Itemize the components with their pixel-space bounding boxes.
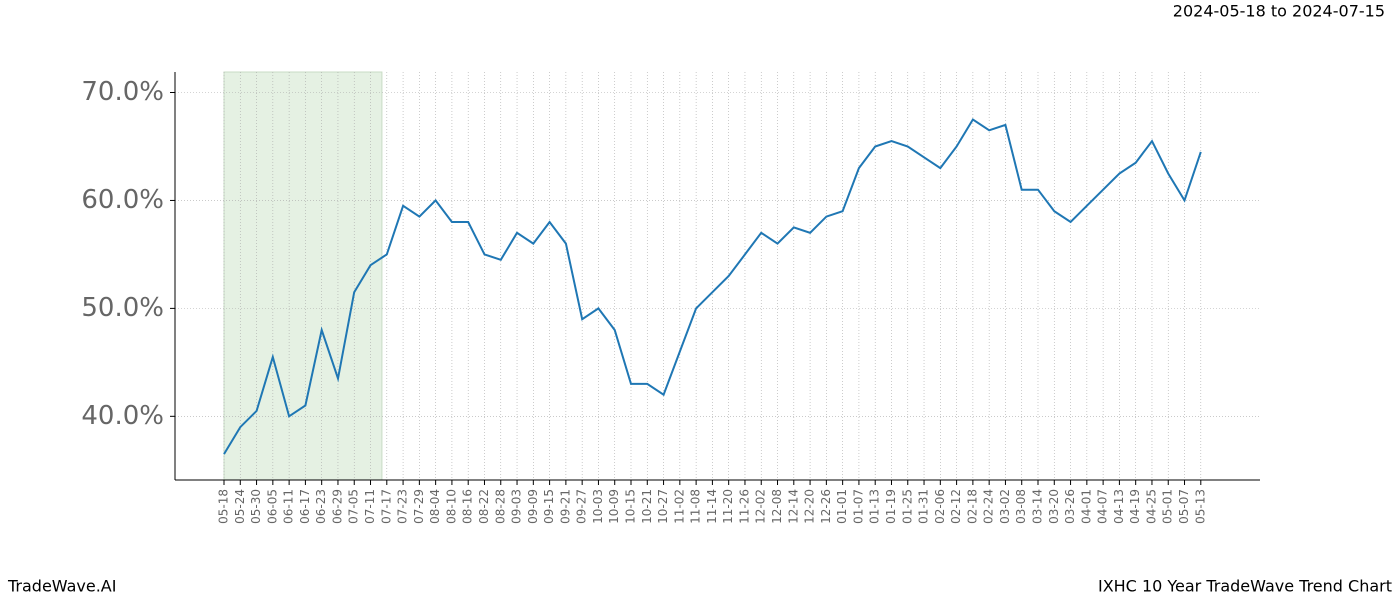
x-tick-label: 03-14 — [1031, 489, 1045, 524]
x-tick-label: 06-05 — [265, 489, 279, 524]
x-tick-label: 07-17 — [379, 489, 393, 524]
x-tick-label: 10-03 — [591, 489, 605, 524]
trend-line — [223, 118, 1202, 455]
y-tick-label: 40.0% — [81, 401, 164, 431]
x-tick-label: 10-09 — [607, 489, 621, 524]
x-tick-label: 07-05 — [347, 489, 361, 524]
x-tick-label: 07-11 — [363, 489, 377, 524]
x-tick-label: 08-22 — [477, 489, 491, 524]
x-tick-label: 04-13 — [1112, 489, 1126, 524]
x-tick-label: 03-08 — [1014, 489, 1028, 524]
x-tick-label: 11-02 — [672, 489, 686, 524]
x-tick-label: 11-20 — [721, 489, 735, 524]
x-tick-label: 05-13 — [1193, 489, 1207, 524]
x-tick-label: 05-18 — [217, 489, 231, 524]
x-tick-label: 10-27 — [656, 489, 670, 524]
x-tick-label: 01-19 — [884, 489, 898, 524]
x-tick-label: 09-15 — [542, 489, 556, 524]
x-tick-label: 02-06 — [933, 489, 947, 524]
x-tick-label: 04-07 — [1096, 489, 1110, 524]
y-tick-label: 60.0% — [81, 185, 164, 215]
x-tick-label: 09-21 — [558, 489, 572, 524]
x-tick-label: 11-08 — [689, 489, 703, 524]
x-tick-label: 01-01 — [835, 489, 849, 524]
x-tick-label: 06-23 — [314, 489, 328, 524]
x-tick-label: 12-02 — [754, 489, 768, 524]
x-tick-label: 06-17 — [298, 489, 312, 524]
x-tick-label: 05-30 — [249, 489, 263, 524]
x-tick-label: 04-01 — [1079, 489, 1093, 524]
x-tick-label: 12-20 — [803, 489, 817, 524]
x-tick-label: 03-26 — [1063, 489, 1077, 524]
x-tick-label: 08-28 — [493, 489, 507, 524]
x-tick-label: 12-08 — [770, 489, 784, 524]
x-tick-label: 10-21 — [640, 489, 654, 524]
x-tick-label: 11-26 — [737, 489, 751, 524]
x-tick-label: 03-02 — [998, 489, 1012, 524]
x-tick-label: 10-15 — [624, 489, 638, 524]
y-tick-label: 70.0% — [81, 77, 164, 107]
x-tick-label: 12-14 — [786, 489, 800, 524]
y-tick-label: 50.0% — [81, 293, 164, 323]
x-tick-label: 08-16 — [461, 489, 475, 524]
highlight-band — [223, 71, 383, 481]
x-tick-label: 09-03 — [510, 489, 524, 524]
x-tick-label: 11-14 — [705, 489, 719, 524]
x-tick-label: 02-18 — [965, 489, 979, 524]
x-tick-label: 05-01 — [1161, 489, 1175, 524]
x-tick-label: 04-19 — [1128, 489, 1142, 524]
x-tick-label: 05-24 — [233, 489, 247, 524]
x-tick-label: 02-12 — [949, 489, 963, 524]
x-tick-label: 05-07 — [1177, 489, 1191, 524]
chart-title: IXHC 10 Year TradeWave Trend Chart — [1098, 577, 1392, 596]
brand: TradeWave.AI — [7, 577, 116, 596]
x-tick-label: 09-09 — [526, 489, 540, 524]
x-tick-label: 03-20 — [1047, 489, 1061, 524]
chart-subtitle: 2024-05-18 to 2024-07-15 — [1173, 2, 1385, 21]
x-tick-label: 01-07 — [851, 489, 865, 524]
x-tick-label: 12-26 — [819, 489, 833, 524]
x-tick-label: 08-10 — [444, 489, 458, 524]
x-tick-label: 01-31 — [917, 489, 931, 524]
x-tick-label: 01-25 — [900, 489, 914, 524]
x-tick-label: 08-04 — [428, 489, 442, 524]
x-tick-label: 09-27 — [575, 489, 589, 524]
x-tick-label: 07-29 — [412, 489, 426, 524]
x-tick-label: 06-11 — [282, 489, 296, 524]
x-tick-label: 02-24 — [982, 489, 996, 524]
x-tick-label: 06-29 — [330, 489, 344, 524]
x-tick-label: 01-13 — [868, 489, 882, 524]
x-tick-label: 07-23 — [396, 489, 410, 524]
x-tick-label: 04-25 — [1144, 489, 1158, 524]
